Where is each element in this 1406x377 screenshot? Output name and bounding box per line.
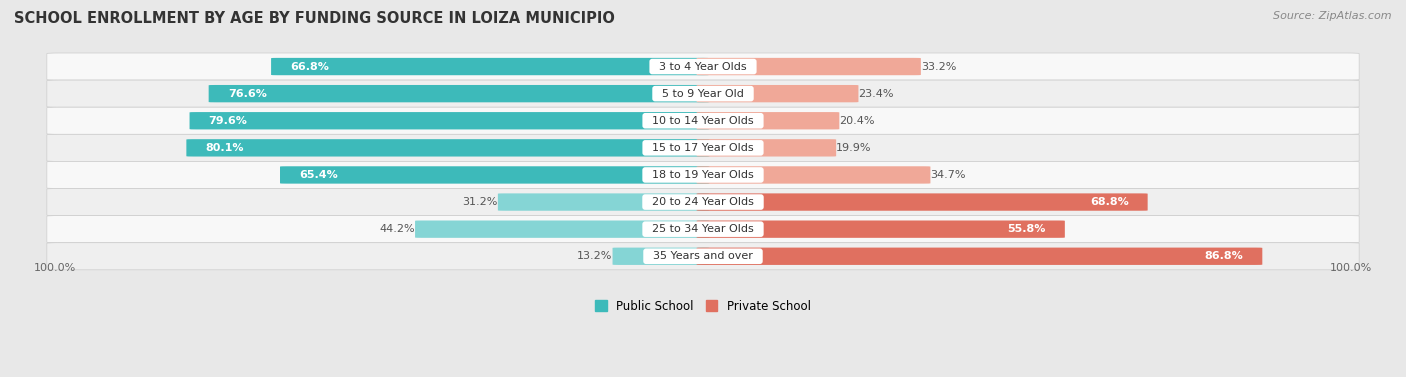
Text: 80.1%: 80.1%	[205, 143, 245, 153]
Text: 20 to 24 Year Olds: 20 to 24 Year Olds	[645, 197, 761, 207]
FancyBboxPatch shape	[46, 243, 1360, 270]
Text: SCHOOL ENROLLMENT BY AGE BY FUNDING SOURCE IN LOIZA MUNICIPIO: SCHOOL ENROLLMENT BY AGE BY FUNDING SOUR…	[14, 11, 614, 26]
FancyBboxPatch shape	[696, 248, 1263, 265]
FancyBboxPatch shape	[696, 221, 1064, 238]
Text: 23.4%: 23.4%	[859, 89, 894, 99]
FancyBboxPatch shape	[46, 80, 1360, 107]
FancyBboxPatch shape	[46, 216, 1360, 243]
FancyBboxPatch shape	[696, 193, 1147, 211]
Text: 34.7%: 34.7%	[931, 170, 966, 180]
Text: 5 to 9 Year Old: 5 to 9 Year Old	[655, 89, 751, 99]
Text: 86.8%: 86.8%	[1205, 251, 1243, 261]
Text: 100.0%: 100.0%	[1330, 262, 1372, 273]
Text: 20.4%: 20.4%	[839, 116, 875, 126]
FancyBboxPatch shape	[46, 107, 1360, 134]
FancyBboxPatch shape	[696, 139, 837, 156]
FancyBboxPatch shape	[696, 58, 921, 75]
FancyBboxPatch shape	[187, 139, 710, 156]
Text: 13.2%: 13.2%	[578, 251, 613, 261]
FancyBboxPatch shape	[46, 188, 1360, 216]
Text: 79.6%: 79.6%	[208, 116, 247, 126]
FancyBboxPatch shape	[696, 85, 859, 102]
Text: 35 Years and over: 35 Years and over	[647, 251, 759, 261]
Text: 55.8%: 55.8%	[1007, 224, 1046, 234]
Text: 18 to 19 Year Olds: 18 to 19 Year Olds	[645, 170, 761, 180]
FancyBboxPatch shape	[46, 134, 1360, 161]
Text: 66.8%: 66.8%	[290, 61, 329, 72]
Text: 19.9%: 19.9%	[837, 143, 872, 153]
Legend: Public School, Private School: Public School, Private School	[591, 295, 815, 317]
FancyBboxPatch shape	[696, 112, 839, 129]
Text: 44.2%: 44.2%	[380, 224, 415, 234]
Text: 68.8%: 68.8%	[1090, 197, 1129, 207]
Text: 33.2%: 33.2%	[921, 61, 956, 72]
Text: 3 to 4 Year Olds: 3 to 4 Year Olds	[652, 61, 754, 72]
FancyBboxPatch shape	[190, 112, 710, 129]
Text: 100.0%: 100.0%	[34, 262, 76, 273]
Text: 25 to 34 Year Olds: 25 to 34 Year Olds	[645, 224, 761, 234]
Text: Source: ZipAtlas.com: Source: ZipAtlas.com	[1274, 11, 1392, 21]
FancyBboxPatch shape	[415, 221, 710, 238]
FancyBboxPatch shape	[46, 161, 1360, 188]
Text: 65.4%: 65.4%	[299, 170, 337, 180]
Text: 15 to 17 Year Olds: 15 to 17 Year Olds	[645, 143, 761, 153]
FancyBboxPatch shape	[498, 193, 710, 211]
FancyBboxPatch shape	[696, 166, 931, 184]
Text: 76.6%: 76.6%	[228, 89, 267, 99]
Text: 10 to 14 Year Olds: 10 to 14 Year Olds	[645, 116, 761, 126]
FancyBboxPatch shape	[280, 166, 710, 184]
Text: 31.2%: 31.2%	[463, 197, 498, 207]
FancyBboxPatch shape	[208, 85, 710, 102]
FancyBboxPatch shape	[46, 53, 1360, 80]
FancyBboxPatch shape	[613, 248, 710, 265]
FancyBboxPatch shape	[271, 58, 710, 75]
